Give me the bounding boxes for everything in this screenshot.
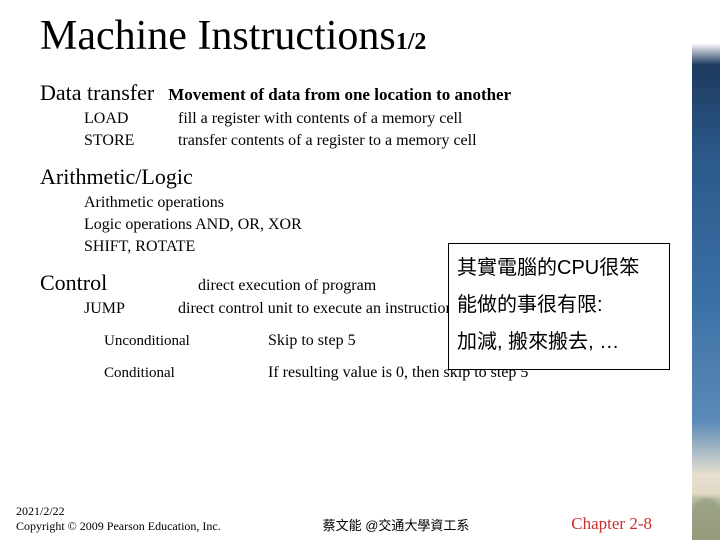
title-sub: 1/2 — [396, 29, 427, 55]
footer: 2021/2/22 Copyright © 2009 Pearson Educa… — [16, 504, 652, 534]
footer-left: 2021/2/22 Copyright © 2009 Pearson Educa… — [16, 504, 221, 534]
body-unconditional: Skip to step 5 — [268, 332, 356, 349]
row-arith-ops: Arithmetic operations — [40, 194, 692, 212]
heading-data-transfer: Data transfer — [40, 80, 154, 106]
footer-center: 蔡文能 @交通大學資工系 — [221, 515, 572, 534]
body-logic-ops: Logic operations AND, OR, XOR — [84, 216, 302, 233]
desc-data-transfer: Movement of data from one location to an… — [168, 85, 511, 105]
body-arith-ops: Arithmetic operations — [84, 194, 224, 211]
heading-arith-logic: Arithmetic/Logic — [40, 164, 193, 190]
kw-load: LOAD — [84, 110, 174, 128]
row-store: STORE transfer contents of a register to… — [40, 132, 692, 150]
heading-control: Control — [40, 270, 124, 296]
slide-content: Machine Instructions1/2 Data transfer Mo… — [0, 0, 692, 540]
kw-conditional: Conditional — [104, 365, 234, 382]
kw-jump: JUMP — [84, 300, 174, 318]
section-data-transfer: Data transfer Movement of data from one … — [40, 80, 692, 106]
body-store: transfer contents of a register to a mem… — [178, 132, 477, 149]
decorative-right-strip — [692, 0, 720, 540]
kw-unconditional: Unconditional — [104, 333, 234, 350]
cn-line-3: 加減, 搬來搬去, … — [457, 324, 661, 361]
slide-title: Machine Instructions1/2 — [40, 12, 692, 60]
footer-date: 2021/2/22 — [16, 504, 221, 519]
kw-store: STORE — [84, 132, 174, 150]
body-load: fill a register with contents of a memor… — [178, 110, 462, 127]
row-load: LOAD fill a register with contents of a … — [40, 110, 692, 128]
desc-control: direct execution of program — [198, 277, 376, 295]
footer-copyright: Copyright © 2009 Pearson Education, Inc. — [16, 519, 221, 534]
cn-line-1: 其實電腦的CPU很笨 — [457, 250, 661, 287]
callout-chinese-box: 其實電腦的CPU很笨 能做的事很有限: 加減, 搬來搬去, … — [448, 243, 670, 370]
row-logic-ops: Logic operations AND, OR, XOR — [40, 216, 692, 234]
section-arith-logic: Arithmetic/Logic — [40, 164, 692, 190]
title-main: Machine Instructions — [40, 13, 396, 59]
body-shift-rotate: SHIFT, ROTATE — [84, 238, 195, 255]
footer-chapter: Chapter 2-8 — [571, 514, 652, 534]
cn-line-2: 能做的事很有限: — [457, 287, 661, 324]
